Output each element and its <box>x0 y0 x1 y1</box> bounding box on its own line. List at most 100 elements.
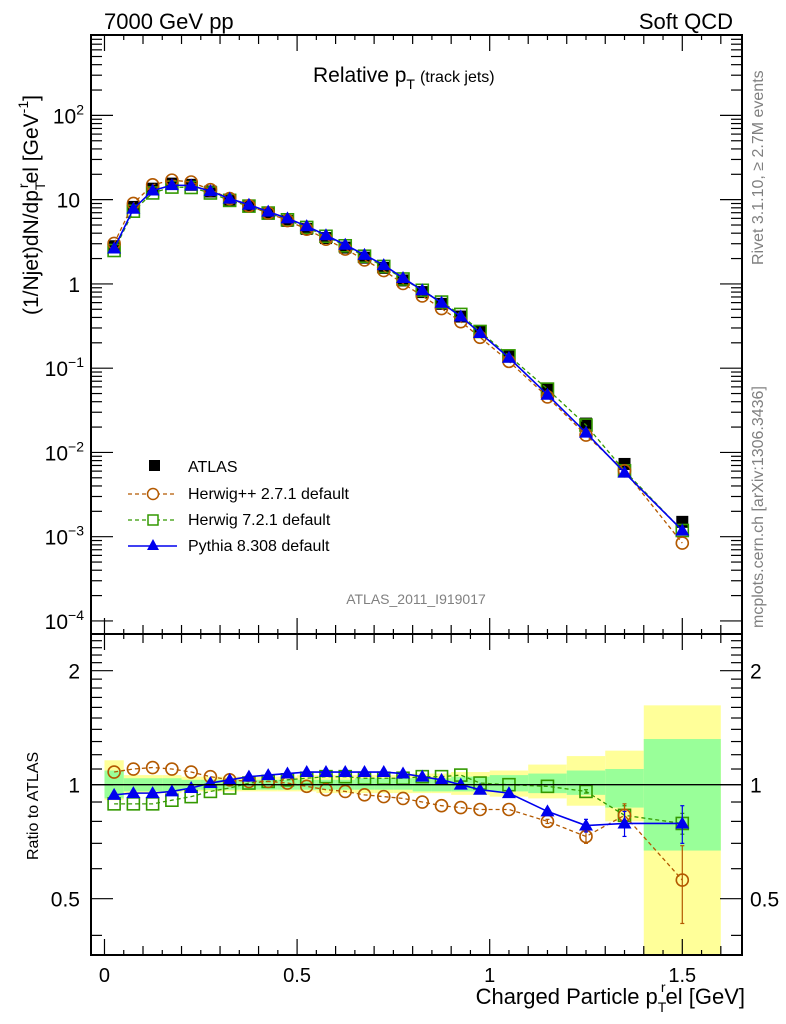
main-point-pythia <box>434 295 449 308</box>
ratio-band-inner-bin <box>489 775 529 792</box>
main-point-pythia <box>222 191 237 204</box>
ratio-point-pythia <box>415 769 430 782</box>
ratio-point-herwigpp <box>145 760 160 775</box>
ratio-point-herwig7 <box>579 784 593 799</box>
ratio-point-pythia <box>473 782 488 795</box>
ratio-point-herwigpp <box>299 779 314 794</box>
main-point-atlas <box>579 417 592 430</box>
main-point-pythia <box>241 197 256 210</box>
ratio-point-herwigpp <box>357 788 372 802</box>
main-point-pythia <box>473 325 488 338</box>
title-suffix: (track jets) <box>420 69 495 86</box>
main-point-pythia <box>126 201 141 214</box>
ratio-point-herwigpp <box>184 765 198 779</box>
main-y-tick-label: 1 <box>68 274 80 297</box>
x-tick-label: 0.5 <box>283 965 311 987</box>
ratio-point-pythia <box>376 765 391 778</box>
ratio-point-pythia <box>261 768 276 781</box>
ratio-y-tick-label-left: 1 <box>68 775 80 798</box>
ratio-point-herwigpp <box>376 789 391 804</box>
main-point-pythia <box>338 237 353 250</box>
ratio-point-pythia <box>540 804 555 817</box>
legend-marker-pythia <box>147 539 159 550</box>
ratio-point-herwigpp <box>473 802 487 817</box>
ratio-point-herwigpp <box>675 873 690 887</box>
main-y-tick-label: 102 <box>53 101 84 128</box>
svg-text:(1/Njet)dN/dpTrel [GeV-1]: (1/Njet)dN/dpTrel [GeV-1] <box>15 95 48 315</box>
ratio-point-pythia <box>299 765 314 778</box>
ratio-point-herwigpp <box>502 802 516 817</box>
x-tick-label: 0 <box>99 965 110 987</box>
ratio-point-pythia <box>318 765 333 778</box>
main-point-pythia <box>318 228 333 241</box>
ratio-point-herwigpp <box>396 791 410 806</box>
main-line-pythia <box>113 184 683 532</box>
svg-text:ATLAS: ATLAS <box>188 459 238 476</box>
main-point-herwigpp <box>675 536 690 550</box>
ratio-point-pythia <box>222 772 237 785</box>
ratio-point-herwig7 <box>540 779 555 794</box>
ratio-point-herwigpp <box>107 765 121 779</box>
ratio-point-pythia <box>338 765 353 778</box>
legend-marker-herwigpp <box>146 487 160 501</box>
axes: 0 0.5 1 1.5 102 10 1 10−1 10−2 10−3 10−4 2 2 1 1 0.5 0.5 <box>45 34 779 987</box>
x-tick-label: 1.5 <box>668 965 696 987</box>
ratio-point-pythia <box>578 818 593 831</box>
legend: ATLAS Herwig++ 2.7.1 default Herwig 7.2.… <box>128 459 350 555</box>
legend-item-herwigpp: Herwig++ 2.7.1 default <box>128 486 350 503</box>
main-point-pythia <box>675 523 690 536</box>
svg-text:Pythia 8.308 default: Pythia 8.308 default <box>188 538 330 555</box>
main-point-pythia <box>376 258 391 271</box>
main-point-pythia <box>578 425 593 438</box>
legend-item-herwig7: Herwig 7.2.1 default <box>128 512 331 529</box>
title-main: Relative p <box>313 64 406 87</box>
x-axis-label: Charged Particle pTrel [GeV] <box>476 979 745 1015</box>
ratio-point-herwigpp <box>319 782 333 797</box>
main-point-pythia <box>203 184 218 197</box>
main-point-pythia <box>145 183 160 196</box>
ratio-y-tick-label-left: 0.5 <box>51 889 80 912</box>
ratio-point-pythia <box>396 766 411 779</box>
ratio-point-herwigpp <box>453 800 468 815</box>
title-subscript: T <box>406 76 415 92</box>
main-point-pythia <box>396 270 411 283</box>
ratio-point-herwigpp <box>126 762 141 776</box>
ratio-point-pythia <box>126 786 141 799</box>
ratio-band-inner-bin <box>605 769 644 808</box>
ratio-uncertainty-bands <box>104 705 721 955</box>
ratio-point-pythia <box>280 766 295 779</box>
ratio-y-axis-label: Ratio to ATLAS <box>25 752 42 860</box>
main-y-tick-label: 10−4 <box>45 607 85 634</box>
main-plot-series <box>107 173 690 550</box>
ratio-point-pythia <box>501 786 516 799</box>
ratio-point-pythia <box>184 781 199 794</box>
main-y-tick-label: 10−2 <box>45 438 85 465</box>
top-left-label: 7000 GeV pp <box>104 9 234 34</box>
ratio-point-pythia <box>357 765 372 778</box>
main-y-tick-label: 10 <box>57 190 80 213</box>
ratio-point-pythia <box>164 784 179 797</box>
ratio-y-tick-label-right: 0.5 <box>750 889 779 912</box>
ratio-point-pythia <box>145 786 160 799</box>
ratio-point-herwigpp <box>415 795 430 809</box>
main-point-pythia <box>107 241 122 254</box>
ratio-point-pythia <box>675 816 690 829</box>
main-point-pythia <box>299 219 314 232</box>
ratio-point-herwigpp <box>338 784 353 799</box>
ratio-line-herwigpp <box>114 766 683 881</box>
ratio-y-tick-label-right: 1 <box>750 775 762 798</box>
ratio-point-pythia <box>107 787 122 800</box>
ratio-plot-series <box>107 760 690 925</box>
main-point-pythia <box>501 350 516 363</box>
top-right-label: Soft QCD <box>639 9 733 34</box>
main-point-pythia <box>453 309 468 322</box>
svg-text:Herwig++ 2.7.1 default: Herwig++ 2.7.1 default <box>188 486 350 503</box>
main-point-pythia <box>280 211 295 224</box>
main-point-pythia <box>540 387 555 400</box>
legend-marker-atlas <box>149 460 160 471</box>
ratio-point-pythia <box>434 772 449 785</box>
svg-text:Herwig 7.2.1 default: Herwig 7.2.1 default <box>188 512 331 529</box>
ratio-plot-frame <box>90 633 743 956</box>
ratio-point-pythia <box>241 769 256 782</box>
